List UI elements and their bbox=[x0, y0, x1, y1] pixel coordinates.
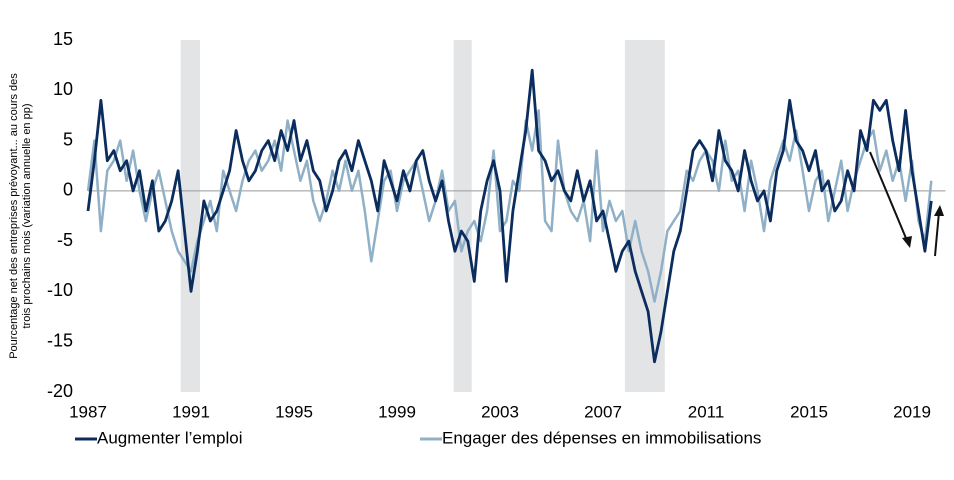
y-tick-label: -10 bbox=[47, 280, 73, 300]
series-line bbox=[86, 68, 933, 364]
y-tick-label: -5 bbox=[57, 230, 73, 250]
x-tick-label: 1999 bbox=[378, 402, 416, 421]
y-tick-label: -20 bbox=[47, 381, 73, 401]
y-label-line: trois prochains mois (variation annuelle… bbox=[21, 103, 33, 328]
y-tick-label: 5 bbox=[63, 129, 73, 149]
y-tick-label: 0 bbox=[63, 180, 73, 200]
series-line bbox=[86, 109, 933, 303]
legend-label: Engager des dépenses en immobilisations bbox=[442, 428, 761, 447]
x-tick-label: 2007 bbox=[584, 402, 622, 421]
x-tick-label: 1995 bbox=[275, 402, 313, 421]
x-tick-label: 2011 bbox=[688, 402, 725, 421]
y-tick-label: -15 bbox=[47, 330, 73, 350]
y-axis-label: Pourcentage net des entreprises prévoyan… bbox=[8, 73, 33, 359]
arrow-down bbox=[869, 151, 909, 244]
y-label-line: Pourcentage net des entreprises prévoyan… bbox=[8, 73, 20, 359]
recession-band bbox=[624, 40, 665, 392]
arrow-head bbox=[902, 236, 912, 248]
legend-label: Augmenter l’emploi bbox=[97, 428, 243, 447]
y-tick-label: 10 bbox=[53, 79, 73, 99]
y-tick-label: 15 bbox=[53, 29, 73, 49]
x-tick-label: 2019 bbox=[893, 402, 931, 421]
x-tick-label: 2003 bbox=[481, 402, 519, 421]
x-tick-label: 1991 bbox=[172, 402, 210, 421]
arrow-up bbox=[934, 211, 940, 257]
arrow-head bbox=[934, 205, 944, 216]
recession-band bbox=[180, 40, 201, 392]
x-tick-label: 2015 bbox=[790, 402, 828, 421]
x-tick-label: 1987 bbox=[69, 402, 107, 421]
recession-band bbox=[453, 40, 472, 392]
